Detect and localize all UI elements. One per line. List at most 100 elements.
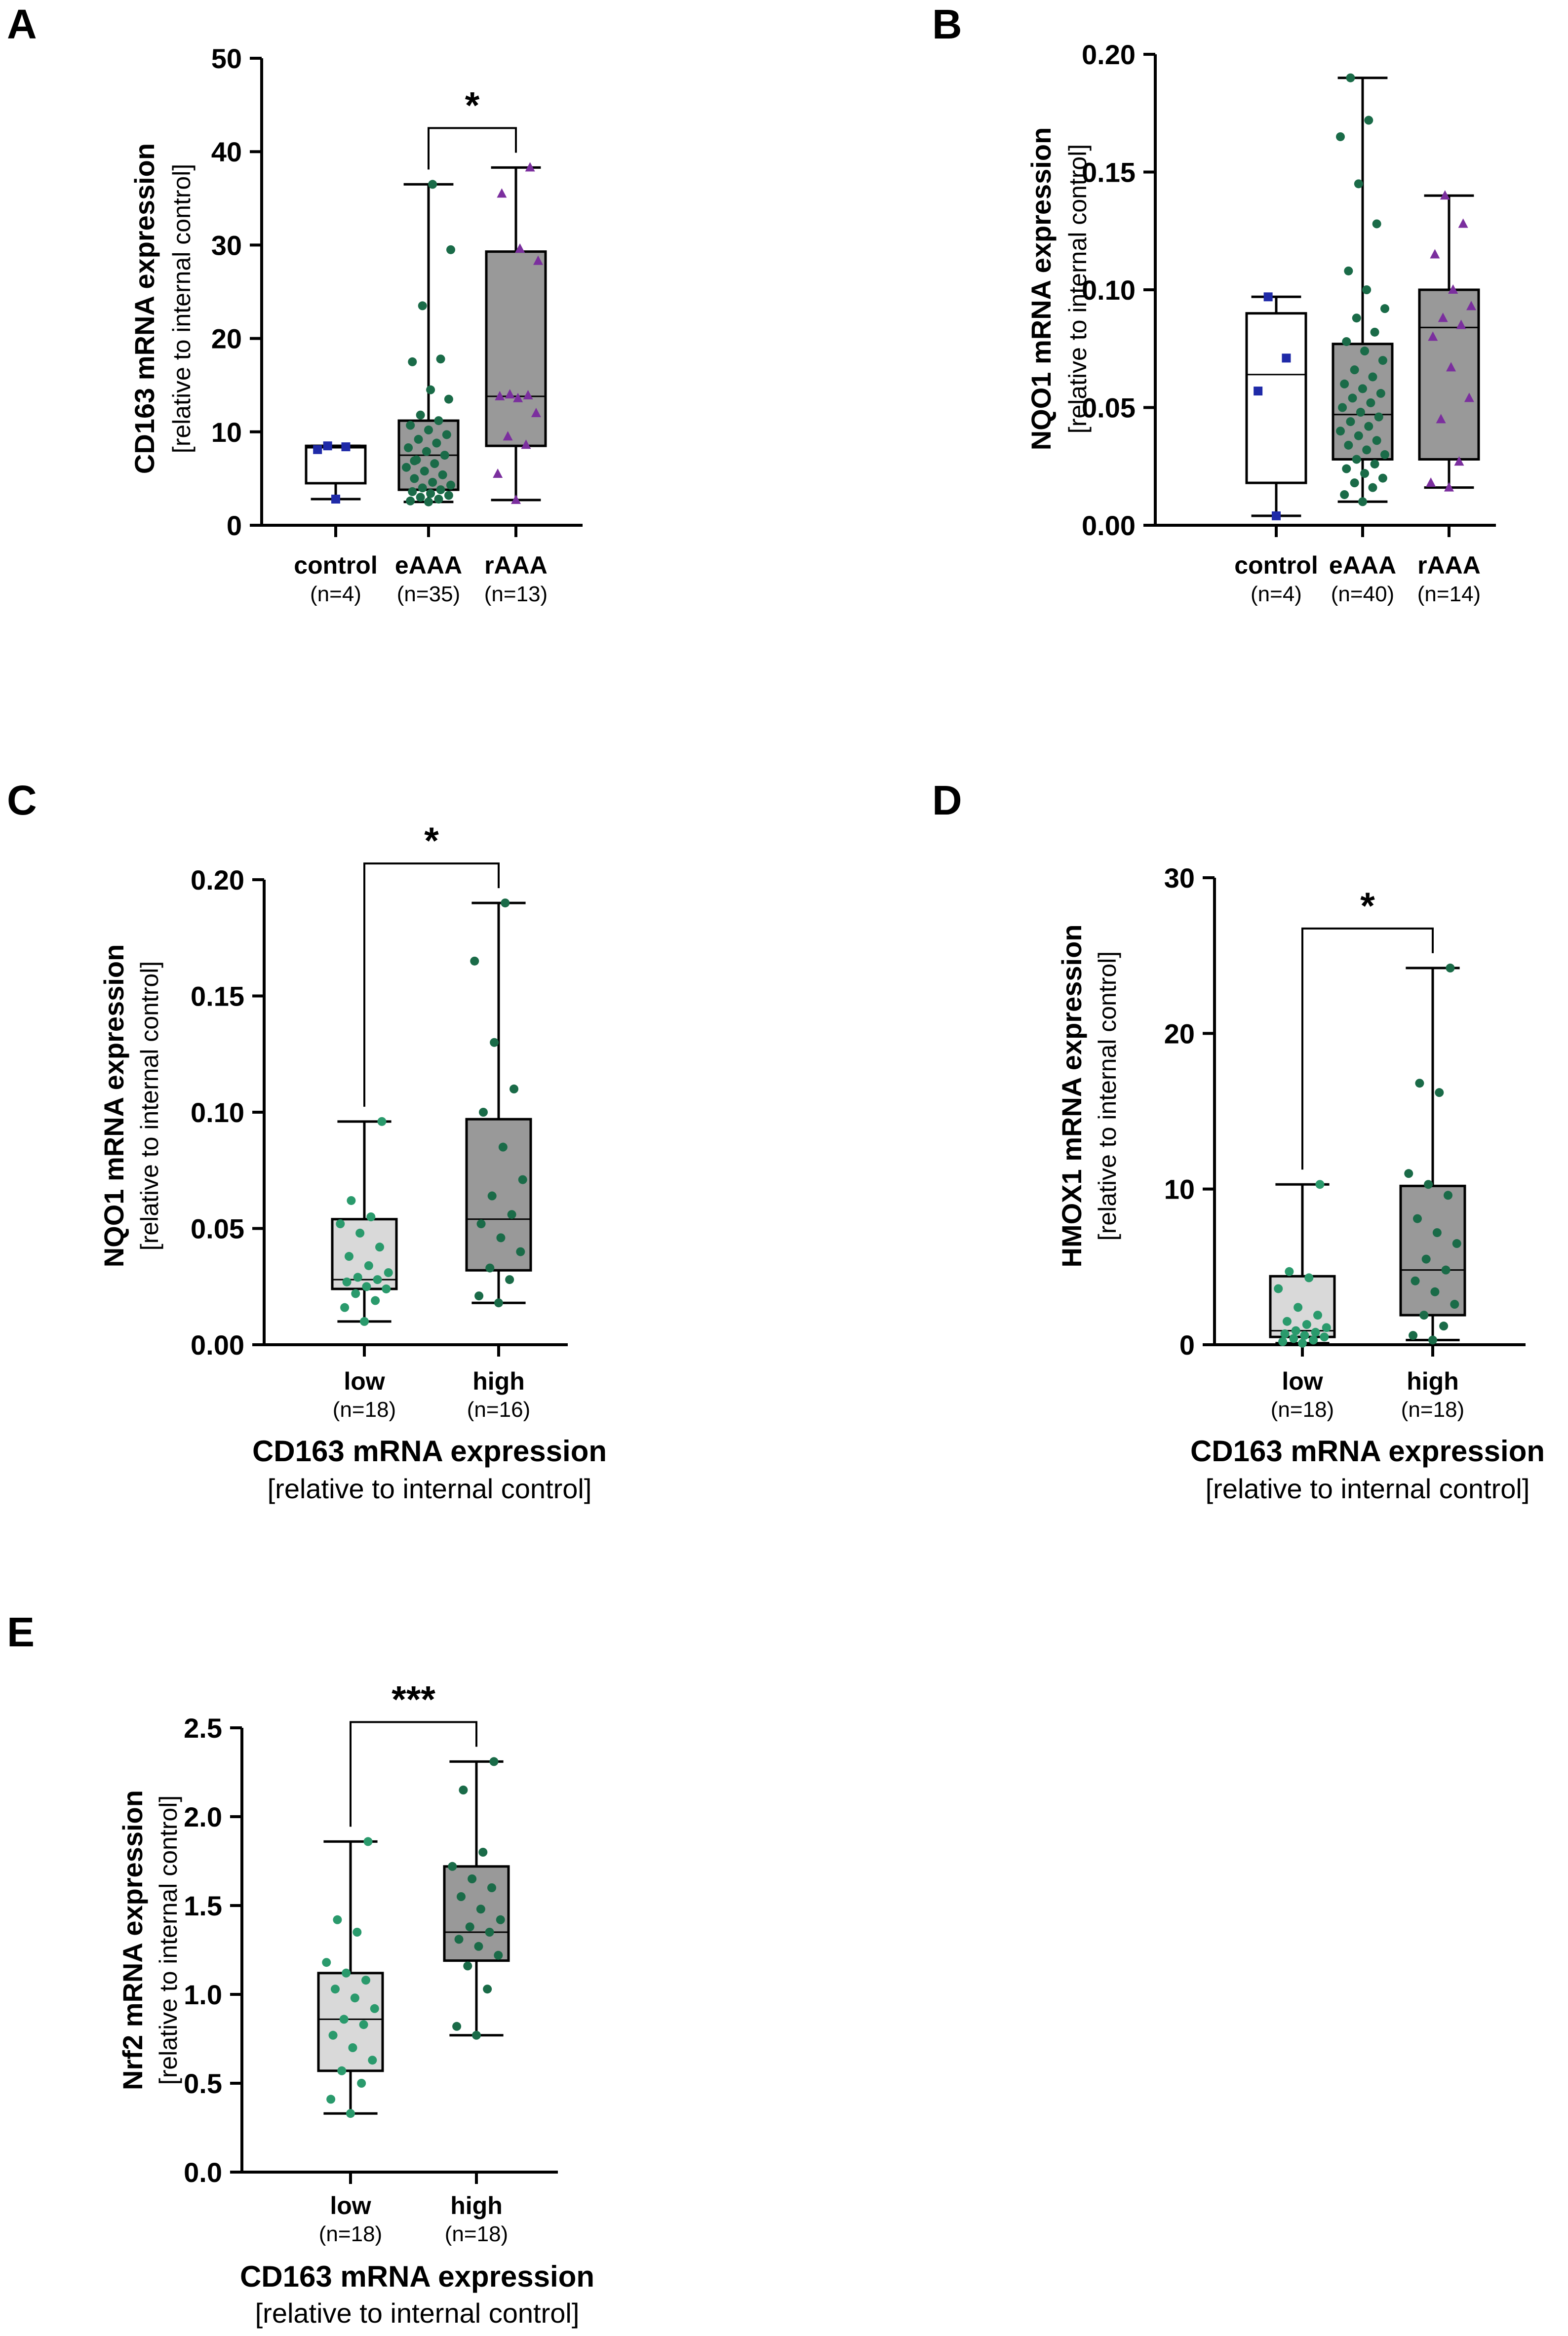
data-point xyxy=(348,2043,357,2052)
plot-area: 0.0 0.5 1.0 1.5 2.0 2.5 low (n=18) high (n=18) *** xyxy=(184,1678,558,2246)
data-point xyxy=(1348,393,1357,403)
data-point xyxy=(375,1243,385,1252)
data-point xyxy=(515,243,525,253)
y-tick-label: 0.20 xyxy=(1082,39,1136,70)
data-point xyxy=(476,1219,486,1229)
data-point xyxy=(341,442,351,452)
y-axis-subtitle: [relative to internal control] xyxy=(155,1795,182,2085)
data-point xyxy=(478,1848,488,1857)
data-point xyxy=(1444,1191,1453,1200)
data-point xyxy=(426,385,435,394)
data-point xyxy=(1466,301,1476,311)
data-point xyxy=(493,468,503,478)
data-point xyxy=(533,255,543,265)
data-point xyxy=(518,1175,527,1184)
data-point xyxy=(1322,1323,1331,1332)
data-point xyxy=(1430,1287,1440,1296)
data-point xyxy=(1342,337,1351,346)
data-point xyxy=(426,489,435,498)
panel-d: D HMOX1 mRNA expression [relative to int… xyxy=(932,777,1545,1504)
data-point xyxy=(487,1883,497,1892)
data-point xyxy=(1278,1337,1288,1346)
group-count-label: (n=40) xyxy=(1331,582,1394,606)
data-point xyxy=(465,1922,474,1932)
data-point xyxy=(1254,387,1263,396)
data-point xyxy=(416,410,425,420)
data-point xyxy=(516,1247,525,1256)
x-axis-title: CD163 mRNA expression xyxy=(1190,1435,1545,1468)
data-point xyxy=(1360,347,1370,356)
data-point xyxy=(1404,1169,1413,1178)
data-point xyxy=(418,483,427,493)
data-point xyxy=(406,496,415,506)
data-point xyxy=(377,1117,387,1126)
data-point xyxy=(1344,440,1353,450)
data-point xyxy=(442,430,451,439)
data-point xyxy=(1364,116,1373,125)
data-point xyxy=(1320,1332,1329,1342)
data-point xyxy=(1421,1254,1431,1264)
data-point xyxy=(1352,455,1361,464)
data-point xyxy=(414,434,423,444)
y-axis-title: NQO1 mRNA expression xyxy=(98,944,129,1268)
data-point xyxy=(454,1935,464,1944)
data-point xyxy=(328,2030,338,2040)
data-point xyxy=(424,497,433,506)
data-point xyxy=(360,1317,369,1326)
data-point xyxy=(1366,398,1375,407)
group-count-label: (n=18) xyxy=(1401,1398,1464,1422)
data-point xyxy=(330,1985,340,1994)
y-tick-label: 0 xyxy=(1179,1329,1195,1361)
group-count-label: (n=4) xyxy=(1251,582,1302,606)
significance-label: * xyxy=(465,84,480,126)
data-point xyxy=(410,456,419,466)
data-point xyxy=(1304,1273,1314,1283)
x-tick-label: eAAA xyxy=(395,551,462,579)
data-point xyxy=(1352,313,1361,323)
data-point xyxy=(496,1915,505,1924)
panel-label: A xyxy=(7,1,37,47)
data-point xyxy=(1411,1276,1420,1285)
data-point xyxy=(511,494,521,504)
data-point xyxy=(1354,179,1363,189)
data-point xyxy=(1426,477,1436,487)
data-point xyxy=(523,390,533,400)
data-point xyxy=(444,491,453,500)
data-point xyxy=(452,2022,462,2031)
data-point xyxy=(424,426,433,435)
data-point xyxy=(418,301,427,311)
data-point xyxy=(416,493,425,502)
y-axis-title: CD163 mRNA expression xyxy=(129,143,160,474)
data-point xyxy=(353,1928,362,1937)
data-point xyxy=(1340,379,1349,389)
data-point xyxy=(1291,1326,1300,1335)
group-count-label: (n=18) xyxy=(1271,1398,1334,1422)
group-count-label: (n=18) xyxy=(319,2222,382,2246)
data-point xyxy=(333,1915,342,1924)
panel-e: E Nrf2 mRNA expression [relative to inte… xyxy=(7,1609,594,2329)
y-tick-label: 0.05 xyxy=(1082,392,1136,424)
data-point xyxy=(1263,292,1273,302)
data-point xyxy=(344,1252,353,1261)
data-point xyxy=(342,1968,351,1978)
data-point xyxy=(1376,389,1385,398)
y-axis-subtitle: [relative to internal control] xyxy=(136,961,163,1250)
data-point xyxy=(357,2079,366,2088)
data-point xyxy=(355,1228,365,1238)
data-point xyxy=(1311,1327,1320,1337)
data-point xyxy=(472,2030,481,2040)
data-point xyxy=(353,1273,362,1282)
data-point xyxy=(456,1892,466,1901)
y-tick-label: 0.0 xyxy=(184,2157,222,2188)
box-high xyxy=(1399,1184,1466,1317)
data-point xyxy=(1374,412,1383,422)
data-point xyxy=(336,1219,345,1229)
data-point xyxy=(1350,478,1359,488)
data-point xyxy=(463,1961,472,1971)
data-point xyxy=(1360,469,1370,478)
data-point xyxy=(434,416,443,426)
data-point xyxy=(1446,963,1455,973)
data-point xyxy=(1424,1180,1433,1189)
data-point xyxy=(339,2015,349,2024)
group-count-label: (n=16) xyxy=(467,1398,530,1422)
